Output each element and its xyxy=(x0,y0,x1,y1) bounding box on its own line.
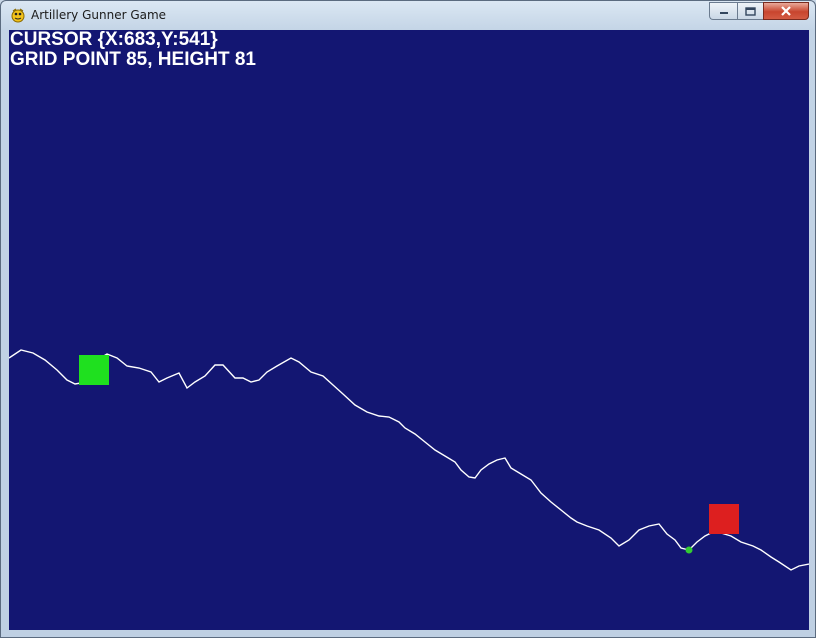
maximize-icon xyxy=(745,6,756,16)
grid-readout: GRID POINT 85, HEIGHT 81 xyxy=(10,49,256,70)
minimize-icon xyxy=(719,12,728,14)
enemy-tank[interactable] xyxy=(709,504,739,534)
game-canvas[interactable]: CURSOR {X:683,Y:541} GRID POINT 85, HEIG… xyxy=(9,30,809,630)
close-button[interactable] xyxy=(763,2,809,20)
cursor-marker xyxy=(685,546,693,554)
caption-buttons xyxy=(709,2,809,21)
window-title: Artillery Gunner Game xyxy=(31,8,167,22)
terrain-line xyxy=(9,349,809,571)
title-bar[interactable]: Artillery Gunner Game xyxy=(1,1,815,30)
cursor-readout: CURSOR {X:683,Y:541} xyxy=(10,30,218,50)
terrain-layer xyxy=(9,349,809,571)
minimize-button[interactable] xyxy=(709,2,737,20)
player-tank[interactable] xyxy=(79,355,109,385)
python-snake-icon xyxy=(11,8,25,23)
maximize-button[interactable] xyxy=(737,2,763,20)
close-icon xyxy=(781,6,791,16)
